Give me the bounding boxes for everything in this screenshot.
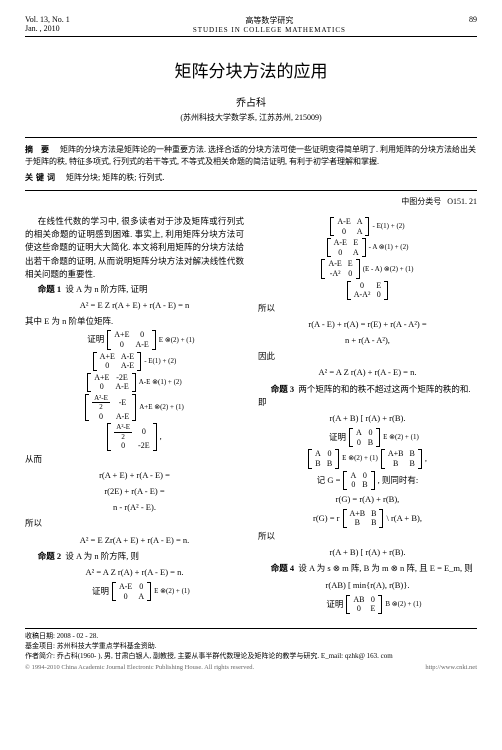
pf3-1: 证明 A00B E ⊗(2) + (1) bbox=[258, 428, 477, 447]
pf2-5: 0EA-A²0 bbox=[258, 281, 477, 300]
keyword-text: 矩阵分块; 矩阵的秩; 行列式. bbox=[66, 173, 164, 182]
suoyi-1: 所以 bbox=[25, 517, 244, 530]
keyword-label: 关键词 bbox=[25, 173, 58, 182]
pf-5: A²-E200-2E , bbox=[25, 423, 244, 450]
abstract-box: 摘 要矩阵的分块方法是矩阵论的一种重要方法. 选择合适的分块方法可使一些证明变得… bbox=[25, 137, 477, 191]
fund: 基金项目: 苏州科技大学重点学科基金资助. bbox=[25, 642, 477, 652]
eq-r3: n - r(A² - E). bbox=[25, 501, 244, 514]
footer: 收稿日期: 2008 - 02 - 28. 基金项目: 苏州科技大学重点学科基金… bbox=[25, 628, 477, 661]
prop-1: 命题 1 设 A 为 n 阶方阵, 证明 bbox=[25, 283, 244, 296]
eq-r6: r(A - E) + r(A) = r(E) + r(A - A²) = bbox=[258, 318, 477, 331]
pf-3: A+E-2E0A-E A-E ⊗(1) + (2) bbox=[25, 373, 244, 392]
yinci: 因此 bbox=[258, 350, 477, 363]
eq-r2: r(2E) + r(A - E) = bbox=[25, 485, 244, 498]
author: 乔占科 bbox=[25, 94, 477, 109]
eq-p3: r(A + B) [ r(A) + r(B). bbox=[258, 412, 477, 425]
page-header: Vol. 13, No. 1Jan. , 2010 高等数学研究STUDIES … bbox=[25, 15, 477, 37]
columns: 在线性代数的学习中, 很多读者对于涉及矩阵或行列式的相关命题的证明感到困难. 事… bbox=[25, 215, 477, 616]
abstract-text: 矩阵的分块方法是矩阵论的一种重要方法. 选择合适的分块方法可使一些证明变得简单明… bbox=[25, 145, 476, 166]
suoyi-3: 所以 bbox=[258, 530, 477, 543]
affiliation: (苏州科技大学数学系, 江苏苏州, 215009) bbox=[25, 112, 477, 123]
pf4-1: 证明 AB00E B ⊗(2) + (1) bbox=[258, 595, 477, 614]
suoyi-2: 所以 bbox=[258, 302, 477, 315]
hdr-page: 89 bbox=[469, 15, 477, 34]
copyright: © 1994-2010 China Academic Journal Elect… bbox=[25, 664, 477, 671]
eq-r12: r(A + B) [ r(A) + r(B). bbox=[258, 546, 477, 559]
recv-date: 收稿日期: 2008 - 02 - 28. bbox=[25, 632, 477, 642]
eq-p2: A² = A Z r(A) + r(A - E) = n. bbox=[25, 566, 244, 579]
pf-1: 证明 A+E00A-E E ⊗(2) + (1) bbox=[25, 330, 244, 349]
title: 矩阵分块方法的应用 bbox=[25, 57, 477, 82]
pf3-3: 记 G = A00B , 则同时有: bbox=[258, 471, 477, 490]
pf-4: A²-E2-E0A-E A+E ⊗(2) + (1) bbox=[25, 394, 244, 421]
col-left: 在线性代数的学习中, 很多读者对于涉及矩阵或行列式的相关命题的证明感到困难. 事… bbox=[25, 215, 244, 616]
pf-2: A+EA-E0A-E - E(1) + (2) bbox=[25, 352, 244, 371]
eq-r1: r(A + E) + r(A - E) = bbox=[25, 469, 244, 482]
pf2-3: A-EE0A - A ⊗(1) + (2) bbox=[258, 238, 477, 257]
pf3-2: A0BB E ⊗(2) + (1) A+BBBB, bbox=[258, 449, 477, 468]
pf2-2: A-EA0A - E(1) + (2) bbox=[258, 217, 477, 236]
pf2-1: 证明 A-E00A E ⊗(2) + (1) bbox=[25, 582, 244, 601]
intro: 在线性代数的学习中, 很多读者对于涉及矩阵或行列式的相关命题的证明感到困难. 事… bbox=[25, 215, 244, 281]
eq-r8: A² = A Z r(A) + r(A - E) = n. bbox=[258, 366, 477, 379]
prop-4: 命题 4 设 A 为 s ⊗ m 阵, B 为 m ⊗ n 阵, 且 E = E… bbox=[258, 562, 477, 575]
abstract-label: 摘 要 bbox=[25, 145, 52, 154]
prop-3: 命题 3 两个矩阵的和的秩不超过这两个矩阵的秩的和. 即 bbox=[258, 383, 477, 409]
eq-r4: A² = E Zr(A + E) + r(A - E) = n. bbox=[25, 534, 244, 547]
hdr-center: 高等数学研究STUDIES IN COLLEGE MATHEMATICS bbox=[70, 15, 469, 34]
author-bio: 作者简介: 乔占科(1960- ), 男, 甘肃白银人, 副教授, 主要从事半群… bbox=[25, 652, 477, 662]
hdr-left: Vol. 13, No. 1Jan. , 2010 bbox=[25, 15, 70, 34]
eq-p4: r(AB) [ min{r(A), r(B)}. bbox=[258, 579, 477, 592]
pf2-4: A-EE-A²0 (E - A) ⊗(2) + (1) bbox=[258, 259, 477, 278]
eq-r11: r(G) = rA+BBBB\ r(A + B), bbox=[258, 509, 477, 528]
classification: 中图分类号 O151. 21 bbox=[25, 196, 477, 207]
prop-2: 命题 2 设 A 为 n 阶方阵, 则 bbox=[25, 550, 244, 563]
p1-sub: 其中 E 为 n 阶单位矩阵. bbox=[25, 315, 244, 328]
eq-r7: n + r(A - A²), bbox=[258, 334, 477, 347]
eq-p1: A² = E Z r(A + E) + r(A - E) = n bbox=[25, 299, 244, 312]
eq-r10: r(G) = r(A) + r(B), bbox=[258, 493, 477, 506]
cong: 从而 bbox=[25, 453, 244, 466]
col-right: A-EA0A - E(1) + (2) A-EE0A - A ⊗(1) + (2… bbox=[258, 215, 477, 616]
